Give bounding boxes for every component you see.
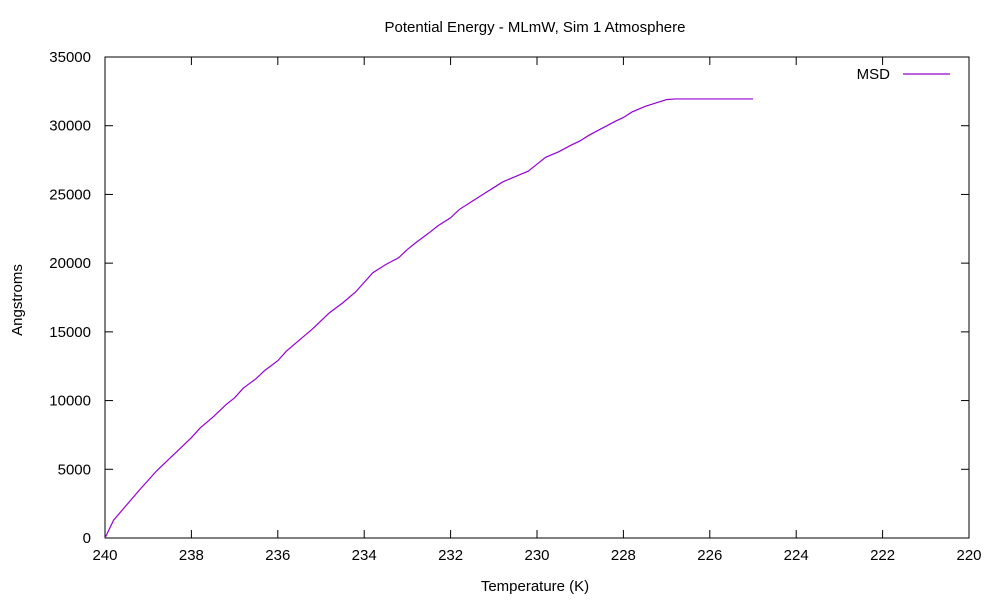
x-tick-label: 228: [611, 547, 636, 564]
y-tick-label: 10000: [49, 393, 91, 410]
y-tick-label: 35000: [49, 49, 91, 66]
x-tick-label: 234: [352, 547, 377, 564]
y-axis-ticks: 0 5000 10000 15000 20000 25000 30000 35000: [49, 49, 969, 547]
y-tick-label: 5000: [58, 461, 91, 478]
y-tick-label: 25000: [49, 186, 91, 203]
x-tick-label: 238: [179, 547, 204, 564]
series-line-msd: [104, 98, 753, 539]
x-tick-label: 220: [956, 547, 981, 564]
x-tick-label: 224: [784, 547, 809, 564]
x-tick-label: 230: [524, 547, 549, 564]
y-tick-label: 30000: [49, 118, 91, 135]
legend: MSD: [857, 66, 950, 83]
x-tick-label: 222: [870, 547, 895, 564]
chart-title: Potential Energy - MLmW, Sim 1 Atmospher…: [385, 19, 686, 36]
x-tick-label: 240: [92, 547, 117, 564]
x-tick-label: 236: [265, 547, 290, 564]
legend-label: MSD: [857, 66, 891, 83]
x-tick-label: 232: [438, 547, 463, 564]
y-tick-label: 20000: [49, 255, 91, 272]
x-axis-label: Temperature (K): [481, 578, 589, 595]
x-axis-ticks: 240 238 236 234 232 230 228 226 224 222 220: [92, 57, 982, 564]
y-tick-label: 15000: [49, 324, 91, 341]
series-layer: [104, 98, 753, 539]
y-tick-label: 0: [83, 530, 91, 547]
plot-frame: [104, 56, 970, 539]
x-tick-label: 226: [697, 547, 722, 564]
y-axis-label: Angstroms: [9, 264, 26, 336]
